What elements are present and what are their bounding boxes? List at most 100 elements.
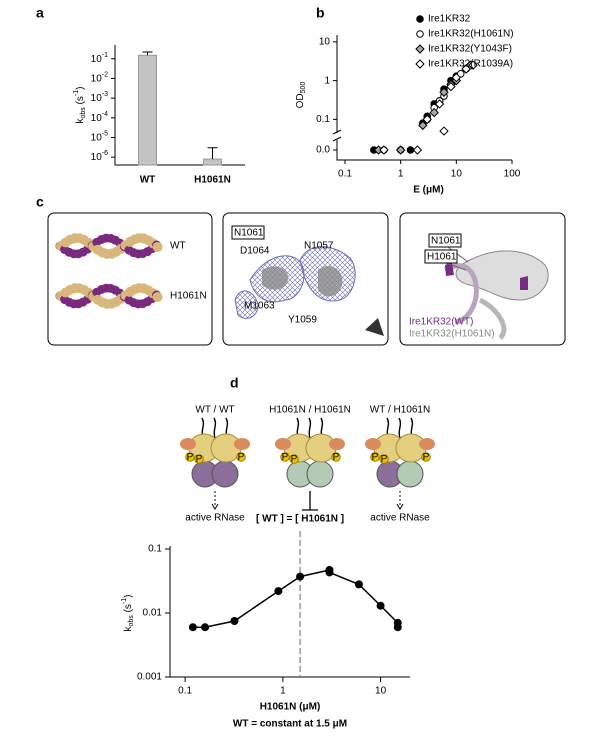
phospho-label: P [372, 452, 379, 463]
y-tick-label: 0.01 [143, 608, 163, 619]
residue-label: Y1059 [288, 315, 317, 326]
outcome-label: active RNase [370, 513, 430, 524]
group-title: H1061N / H1061N [269, 405, 351, 416]
phospho [280, 452, 290, 462]
membrane-line [213, 417, 217, 439]
legend-label: Ire1KR32 [428, 14, 471, 25]
x-tick-label: 0.1 [338, 169, 352, 180]
point [451, 72, 462, 83]
point [274, 587, 283, 596]
y-tick-label: 1 [324, 75, 330, 86]
panel-label: d [230, 375, 239, 391]
legend-label: Ire1KR32(Y1043F) [428, 44, 512, 55]
residue-label: H1061 [427, 252, 457, 263]
x-tick-label: 1 [280, 686, 286, 697]
y-tick-label: 10-2 [91, 72, 108, 84]
legend-marker [415, 44, 425, 54]
x-tick-label: WT [140, 175, 156, 186]
domain [180, 438, 196, 450]
point [376, 601, 385, 610]
phospho [289, 454, 299, 464]
domain [419, 438, 435, 450]
point [230, 616, 239, 625]
point [468, 60, 478, 70]
y-tick-label: 10-6 [91, 151, 108, 163]
panel-label: c [36, 194, 44, 210]
point [325, 568, 334, 577]
legend-marker [416, 30, 424, 38]
y-tick-label: 10-1 [91, 52, 108, 64]
axis-title-part: OD [295, 93, 306, 108]
bar [203, 158, 222, 166]
legend-marker [416, 15, 424, 23]
axis-title-part: -1 [121, 598, 128, 604]
surface-model [55, 233, 163, 309]
kinase-bottom [396, 460, 424, 488]
y-tick-label: 0.1 [316, 114, 330, 125]
point [354, 580, 363, 589]
domain [234, 438, 250, 450]
phospho [370, 452, 380, 462]
phospho [236, 452, 246, 462]
axis-title-part: (s [75, 96, 86, 107]
panel-c [47, 212, 566, 346]
note: WT = constant at 1.5 μM [233, 719, 347, 730]
residue-label: D1064 [240, 246, 270, 257]
phospho-label: P [282, 452, 289, 463]
legend-label: Ire1KR32(H1061N) [428, 29, 514, 40]
axis-break [332, 129, 342, 142]
x-tick-label: 10 [375, 686, 387, 697]
phospho [194, 454, 204, 464]
density-map [234, 246, 384, 336]
domain [365, 438, 381, 450]
phospho [421, 452, 431, 462]
membrane-line [308, 417, 312, 439]
axis-title: OD500 [295, 82, 308, 109]
point [456, 69, 465, 78]
image-box [47, 212, 213, 346]
line [192, 569, 399, 628]
phospho-label: P [381, 454, 388, 465]
point [439, 126, 449, 136]
residue-label: N1061 [431, 236, 461, 247]
ribbon-model [443, 246, 549, 340]
point [201, 623, 210, 632]
kinase-bottom [306, 460, 334, 488]
phospho [379, 454, 389, 464]
axis-title-part: -1 [73, 90, 80, 96]
axis [336, 35, 512, 161]
point [412, 145, 423, 155]
x-tick-label: H1061N [194, 175, 231, 186]
y-tick-label: 10-4 [91, 111, 108, 123]
x-tick-label: 100 [504, 169, 521, 180]
axis-title-part: k [123, 625, 134, 631]
label-box [424, 249, 458, 264]
axis-title-part: (s [123, 604, 134, 615]
axis-title: E (μM) [413, 185, 444, 196]
phospho-label: P [423, 452, 430, 463]
residue-label: N1057 [304, 241, 334, 252]
legend-label: Ire1KR32(R1039A) [428, 59, 513, 70]
residue-label: N1061 [234, 228, 264, 239]
y-tick-label: 0.001 [137, 672, 162, 683]
point [393, 623, 402, 632]
label-box [231, 225, 265, 240]
y-tick-label: 10-3 [91, 91, 108, 103]
point [418, 120, 428, 131]
domain [329, 438, 345, 450]
structure-label: WT [170, 241, 186, 252]
point [434, 99, 445, 109]
point [188, 623, 197, 632]
arrowhead [211, 503, 219, 510]
point [379, 145, 389, 155]
bar [138, 54, 157, 166]
label-box [428, 233, 462, 248]
point [395, 145, 406, 155]
atom [152, 291, 163, 302]
axis-title-part: 500 [300, 82, 307, 94]
axis-title-part: obs [80, 107, 87, 119]
legend-label: Ire1KR32(H1061N) [409, 329, 495, 340]
atom [152, 241, 163, 252]
axis [169, 546, 410, 678]
domain [275, 438, 291, 450]
